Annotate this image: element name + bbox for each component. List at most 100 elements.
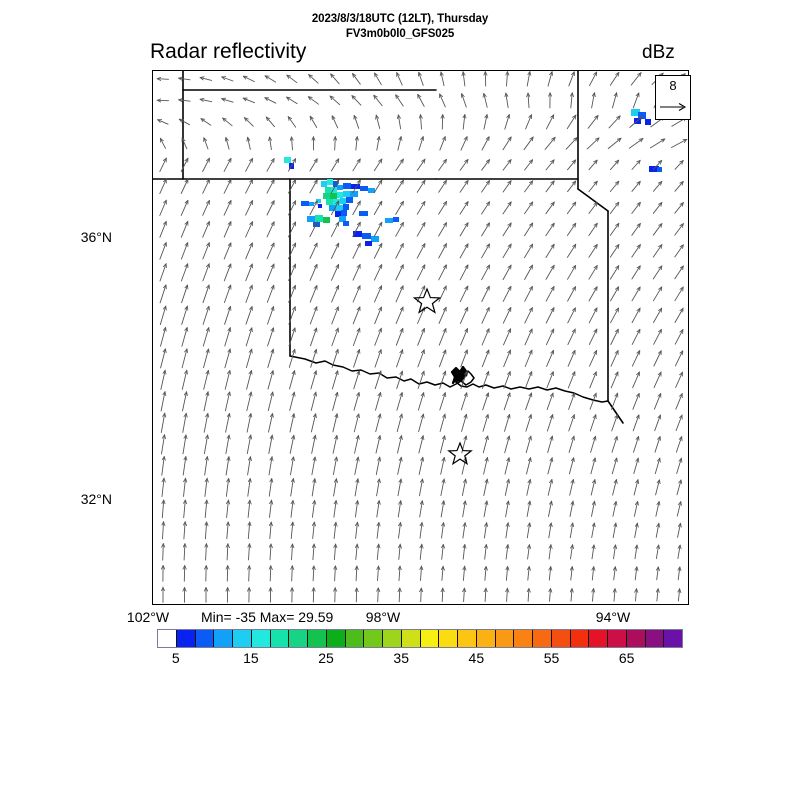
wind-vector [200,99,213,103]
colorbar[interactable] [157,629,683,648]
wind-vector [674,309,683,323]
colorbar-cell [626,630,646,647]
wind-vector [377,523,379,539]
wind-vector [225,479,228,497]
wind-vector [483,480,487,496]
wind-vector [396,95,404,107]
wind-vector [631,287,640,302]
wind-vector [310,393,316,411]
wind-vector [161,457,164,476]
wind-vector [502,160,511,171]
wind-vector [653,330,662,345]
wind-vector [159,201,166,216]
wind-vector [629,117,642,128]
wind-vector [396,393,402,411]
wind-vector [676,459,682,474]
wind-vector [481,160,490,171]
map-canvas [153,71,688,603]
wind-vector [592,567,593,581]
wind-vector [416,160,425,171]
wind-vector [653,351,661,367]
wind-vector [523,137,533,151]
wind-vector [588,245,597,258]
wind-vector [674,287,683,302]
wind-vector [461,415,467,432]
wind-vector [545,181,554,193]
wind-vector [653,309,662,323]
wind-vector [223,285,230,304]
wind-vector [483,458,488,475]
wind-vector [588,224,597,236]
wind-vector [649,139,664,149]
wind-vector [592,545,594,560]
wind-vector [245,286,252,303]
wind-vector [267,328,274,347]
wind-vector [419,73,424,86]
wind-vector [397,137,401,151]
wind-vector [180,119,190,126]
map-panel[interactable] [152,70,689,605]
wind-vector [524,329,532,346]
wind-vector [331,350,338,368]
wind-vector [162,500,163,519]
reference-vector-value: 8 [669,78,677,93]
wind-vector [676,480,681,496]
wind-vector [591,93,595,109]
wind-vector [506,567,507,581]
colorbar-cell [270,630,290,647]
lat-tick-32n: 32°N [80,491,112,507]
wind-vector [163,544,164,561]
wind-vector [571,589,572,602]
wind-vector [200,78,213,81]
wind-vector [309,222,317,238]
colorbar-tick-labels: 5 15 25 35 45 55 65 [157,650,683,670]
wind-vector [589,394,596,410]
wind-vector [311,479,315,497]
wind-vector [201,119,212,126]
wind-vector [245,349,251,369]
wind-vector [609,203,618,214]
wind-vector [311,436,316,454]
wind-vector [544,138,555,150]
lon-tick-94w: 94°W [595,609,631,625]
wind-vector [609,73,618,86]
wind-vector [181,307,188,325]
wind-vector [335,137,336,151]
wind-vector [610,287,619,302]
wind-vector [418,137,423,151]
wind-vector [289,371,295,390]
wind-vector [292,544,293,561]
wind-vector [352,329,359,346]
wind-vector [332,436,337,454]
wind-vector [225,435,229,455]
valid-time-title: 2023/8/3/18UTC (12LT), Thursday [311,13,489,25]
wind-vector [354,479,358,497]
wind-vector [481,329,489,346]
wind-vector [419,501,423,518]
wind-vector [182,457,186,476]
wind-vector [485,567,486,581]
wind-vector [504,415,510,432]
wind-vector [548,502,552,517]
wind-vector [612,93,617,109]
wind-vector [589,351,597,367]
wind-vector [547,72,552,87]
wind-vector [459,286,467,303]
wind-vector [399,588,400,603]
wind-vector [652,224,661,236]
wind-vector [438,329,446,346]
wind-vector [352,307,360,325]
wind-vector [566,115,575,130]
wind-vector [524,202,533,215]
wind-vector [460,393,466,411]
wind-vector [373,223,381,237]
wind-vector [438,181,447,193]
wind-vector [204,138,209,150]
wind-vector [502,202,511,215]
colorbar-cell [233,630,252,647]
wind-vector [631,245,640,258]
wind-vector [568,437,574,453]
wind-vector [267,117,275,128]
wind-vector [267,392,272,412]
wind-vector [159,285,166,304]
